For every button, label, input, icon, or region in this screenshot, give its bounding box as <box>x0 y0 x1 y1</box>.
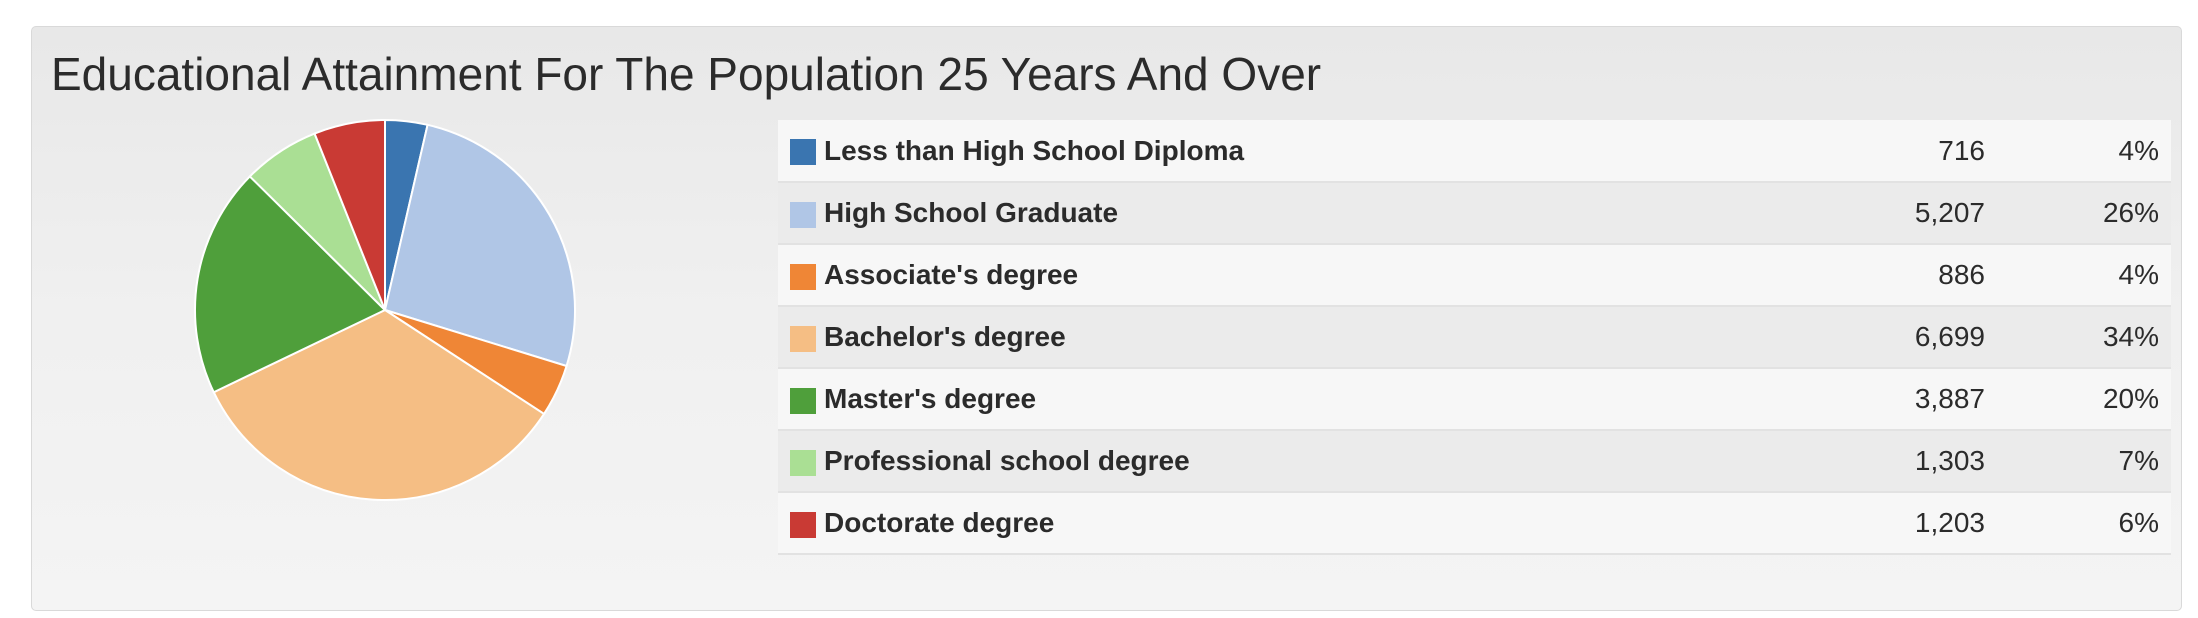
legend-label: Less than High School Diploma <box>824 134 1245 166</box>
legend-percent: 7% <box>2118 445 2159 476</box>
legend-row: Associate's degree 886 4% <box>778 244 2171 306</box>
legend-percent: 4% <box>2118 134 2159 166</box>
legend-label: High School Graduate <box>824 197 1119 228</box>
legend-swatch <box>790 139 816 166</box>
legend-swatch-cell <box>778 244 824 306</box>
pie-slice <box>194 175 387 394</box>
legend-row: Doctorate degree 1,203 6% <box>778 492 2171 554</box>
legend-swatch-cell <box>778 306 824 368</box>
pie-slice <box>383 123 576 368</box>
legend-swatch <box>790 387 816 414</box>
legend-row: Less than High School Diploma 716 4% <box>778 120 2171 182</box>
pie-chart <box>194 118 576 501</box>
legend-value: 1,203 <box>1914 507 1985 538</box>
legend-swatch <box>790 201 816 228</box>
chart-title: Educational Attainment For The Populatio… <box>51 48 1322 100</box>
legend-swatch <box>790 325 816 352</box>
legend-label: Master's degree <box>824 383 1037 414</box>
legend-row: Bachelor's degree 6,699 34% <box>778 306 2171 368</box>
legend-value: 886 <box>1938 259 1985 290</box>
legend-swatch-cell <box>778 182 824 244</box>
legend-label: Associate's degree <box>824 259 1079 290</box>
legend-value: 3,887 <box>1914 383 1985 414</box>
pie-slice <box>212 308 546 501</box>
legend-label: Doctorate degree <box>824 507 1055 538</box>
legend-value: 716 <box>1938 134 1985 166</box>
legend-swatch <box>790 449 816 476</box>
legend-row: Master's degree 3,887 20% <box>778 368 2171 430</box>
legend-percent: 26% <box>2102 197 2159 228</box>
legend-swatch <box>790 263 816 290</box>
legend-swatch-cell <box>778 430 824 492</box>
legend-swatch-cell <box>778 492 824 554</box>
legend-percent: 6% <box>2118 507 2159 538</box>
legend-percent: 34% <box>2102 321 2159 352</box>
legend-row: Professional school degree 1,303 7% <box>778 430 2171 492</box>
legend-swatch-cell <box>778 120 824 182</box>
legend-table: Less than High School Diploma 716 4% High S… <box>778 120 2171 555</box>
chart-panel: Educational Attainment For The Populatio… <box>31 26 2182 611</box>
legend-percent: 20% <box>2102 383 2159 414</box>
legend-value: 6,699 <box>1914 321 1985 352</box>
legend-value: 1,303 <box>1914 445 1985 476</box>
legend-row: High School Graduate 5,207 26% <box>778 182 2171 244</box>
legend-percent: 4% <box>2118 259 2159 290</box>
legend-value: 5,207 <box>1914 197 1985 228</box>
pie-slice <box>313 118 386 311</box>
legend-swatch-cell <box>778 368 824 430</box>
legend-swatch <box>790 511 816 538</box>
legend-label: Bachelor's degree <box>824 321 1066 352</box>
legend-label: Professional school degree <box>824 445 1190 476</box>
